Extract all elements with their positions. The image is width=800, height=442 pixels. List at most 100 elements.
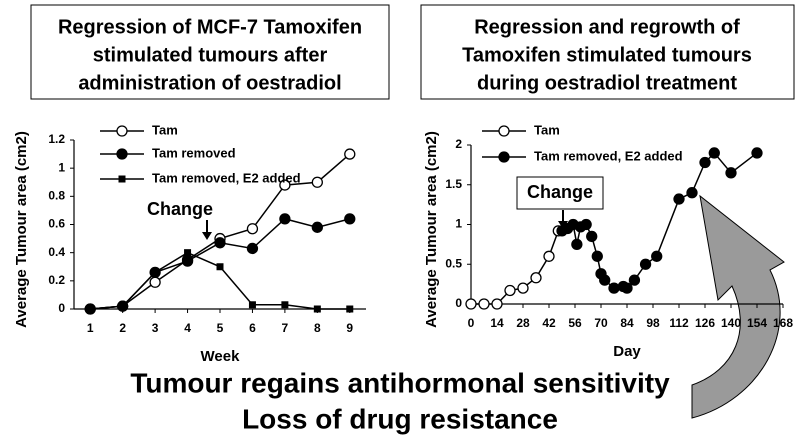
x-tick-label: 56 xyxy=(568,316,582,330)
point xyxy=(751,147,763,159)
x-tick-label: 6 xyxy=(249,321,256,335)
chart-title: administration of oestradiol xyxy=(78,72,341,94)
y-tick-label: 1 xyxy=(58,160,65,174)
point xyxy=(281,301,289,309)
point xyxy=(571,238,583,251)
x-tick-label: 84 xyxy=(620,316,634,330)
legend-marker xyxy=(498,125,510,137)
chart-title: during oestradiol treatment xyxy=(477,72,737,94)
x-tick-label: 112 xyxy=(669,316,689,330)
chart-title: stimulated tumours after xyxy=(93,44,328,66)
x-tick-label: 14 xyxy=(490,316,504,330)
footer-line: Loss of drug resistance xyxy=(242,403,558,434)
point xyxy=(344,213,356,225)
point xyxy=(651,250,663,262)
point xyxy=(313,305,321,313)
x-tick-label: 7 xyxy=(282,321,289,335)
point xyxy=(686,187,698,199)
point xyxy=(543,250,555,262)
point xyxy=(608,282,620,294)
chart-title: Regression and regrowth of xyxy=(474,16,740,38)
x-tick-label: 28 xyxy=(516,316,530,330)
legend-label: Tam xyxy=(152,122,178,137)
point xyxy=(465,298,477,310)
point xyxy=(246,223,259,235)
x-tick-label: 0 xyxy=(468,316,475,330)
point xyxy=(504,284,516,297)
y-tick-label: 1.5 xyxy=(445,177,462,191)
point xyxy=(214,237,226,249)
x-tick-label: 98 xyxy=(646,316,660,330)
y-tick-label: 0.5 xyxy=(445,256,462,270)
x-tick-label: 140 xyxy=(721,316,741,330)
point xyxy=(708,147,720,159)
point xyxy=(478,298,490,310)
point xyxy=(181,255,194,267)
point xyxy=(344,148,356,160)
annotation: Change xyxy=(147,199,213,219)
point xyxy=(184,249,192,257)
x-axis-title: Day xyxy=(613,343,641,360)
point xyxy=(639,258,652,270)
chart-title: Regression of MCF-7 Tamoxifen xyxy=(58,16,362,38)
legend-marker xyxy=(498,151,510,163)
point xyxy=(149,276,161,288)
x-tick-label: 4 xyxy=(184,321,191,335)
y-tick-label: 0.8 xyxy=(48,189,65,203)
title-box xyxy=(420,4,795,100)
legend-marker xyxy=(118,175,126,183)
point xyxy=(628,274,641,286)
point xyxy=(491,298,503,310)
curved-arrow xyxy=(691,194,785,419)
y-axis-title: Average Tumour area (cm2) xyxy=(13,131,30,328)
x-tick-label: 5 xyxy=(217,321,224,335)
point xyxy=(699,156,711,169)
point xyxy=(246,242,259,255)
point xyxy=(311,176,323,188)
annotation-arrowhead xyxy=(558,221,568,229)
x-tick-label: 3 xyxy=(152,321,159,335)
point xyxy=(586,230,598,243)
y-tick-label: 0 xyxy=(58,301,65,315)
y-tick-label: 0.4 xyxy=(48,245,65,259)
legend-marker xyxy=(116,148,128,160)
chart-title: Tamoxifen stimulated tumours xyxy=(462,44,752,66)
point xyxy=(580,218,592,231)
y-tick-label: 0 xyxy=(455,296,462,310)
point xyxy=(279,179,291,191)
point xyxy=(248,301,256,309)
x-tick-label: 168 xyxy=(773,316,793,330)
y-axis-title: Average Tumour area (cm2) xyxy=(423,131,440,328)
y-tick-label: 1.2 xyxy=(48,132,65,146)
point xyxy=(725,167,737,179)
y-tick-label: 0.6 xyxy=(48,217,65,231)
point xyxy=(311,221,323,233)
annotation-box xyxy=(516,176,604,210)
point xyxy=(591,250,603,262)
legend-marker xyxy=(116,125,128,137)
point xyxy=(530,272,542,284)
x-tick-label: 2 xyxy=(119,321,126,335)
legend-label: Tam removed xyxy=(152,145,236,160)
x-tick-label: 154 xyxy=(747,316,767,330)
point xyxy=(279,213,291,225)
point xyxy=(86,305,94,313)
x-tick-label: 42 xyxy=(542,316,556,330)
x-tick-label: 126 xyxy=(695,316,715,330)
point xyxy=(119,302,127,310)
y-tick-label: 0.2 xyxy=(48,273,65,287)
annotation: Change xyxy=(527,182,593,202)
point xyxy=(517,282,529,294)
x-tick-label: 1 xyxy=(87,321,94,335)
x-tick-label: 70 xyxy=(594,316,608,330)
title-box xyxy=(30,4,390,100)
legend-label: Tam removed, E2 added xyxy=(534,148,683,163)
point xyxy=(216,263,224,271)
y-tick-label: 1 xyxy=(455,217,462,231)
curved-arrow-shape xyxy=(691,194,785,419)
point xyxy=(346,305,354,313)
point xyxy=(673,193,685,205)
footer-line: Tumour regains antihormonal sensitivity xyxy=(130,367,670,398)
x-axis-title: Week xyxy=(201,348,241,365)
